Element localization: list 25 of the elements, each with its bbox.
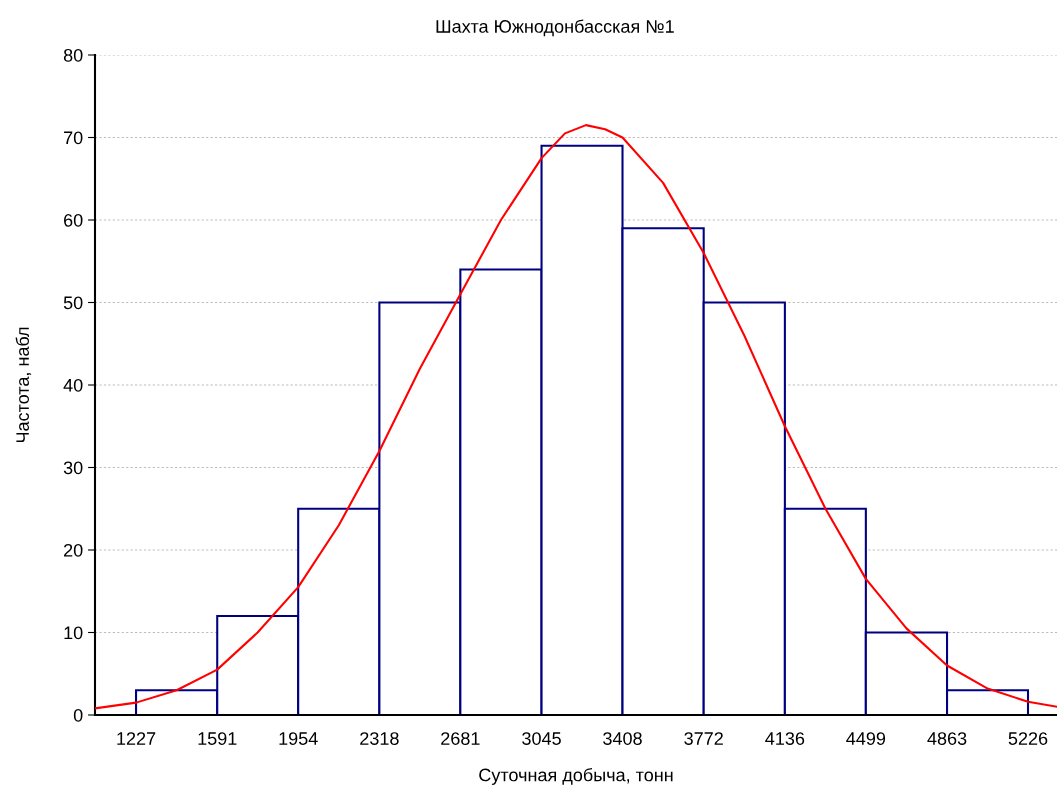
x-tick-label: 1954: [279, 732, 318, 745]
x-tick-label: 2318: [360, 732, 399, 745]
x-tick-label: 4136: [765, 732, 805, 745]
y-tick-label: 0: [73, 708, 83, 722]
y-tick-label: 50: [63, 296, 83, 310]
y-tick-label: 70: [64, 131, 83, 145]
y-tick-label: 80: [63, 48, 83, 62]
y-tick-label: 10: [64, 626, 83, 640]
x-tick-label: 2681: [441, 732, 480, 745]
x-axis-title: Суточная добыча, тонн: [479, 767, 673, 785]
x-tick-label: 1227: [117, 732, 156, 745]
line-series: [95, 124, 1057, 710]
x-tick-label: 3045: [522, 732, 561, 745]
x-tick-label: 3408: [603, 732, 642, 745]
x-tick-label: 1591: [198, 732, 237, 745]
y-tick-label: 40: [63, 378, 83, 392]
y-tick-label: 30: [63, 461, 83, 475]
x-tick-label: 4499: [846, 732, 886, 745]
y-tick-label: 20: [64, 543, 83, 557]
x-tick-label: 4863: [927, 732, 967, 745]
y-axis-title: Частота, набл: [15, 327, 32, 443]
chart-title: Шахта Южнодонбасская №1: [436, 19, 674, 37]
y-tick-label: 60: [64, 213, 83, 227]
x-tick-label: 5226: [1008, 732, 1048, 745]
x-tick-label: 3772: [684, 732, 723, 745]
